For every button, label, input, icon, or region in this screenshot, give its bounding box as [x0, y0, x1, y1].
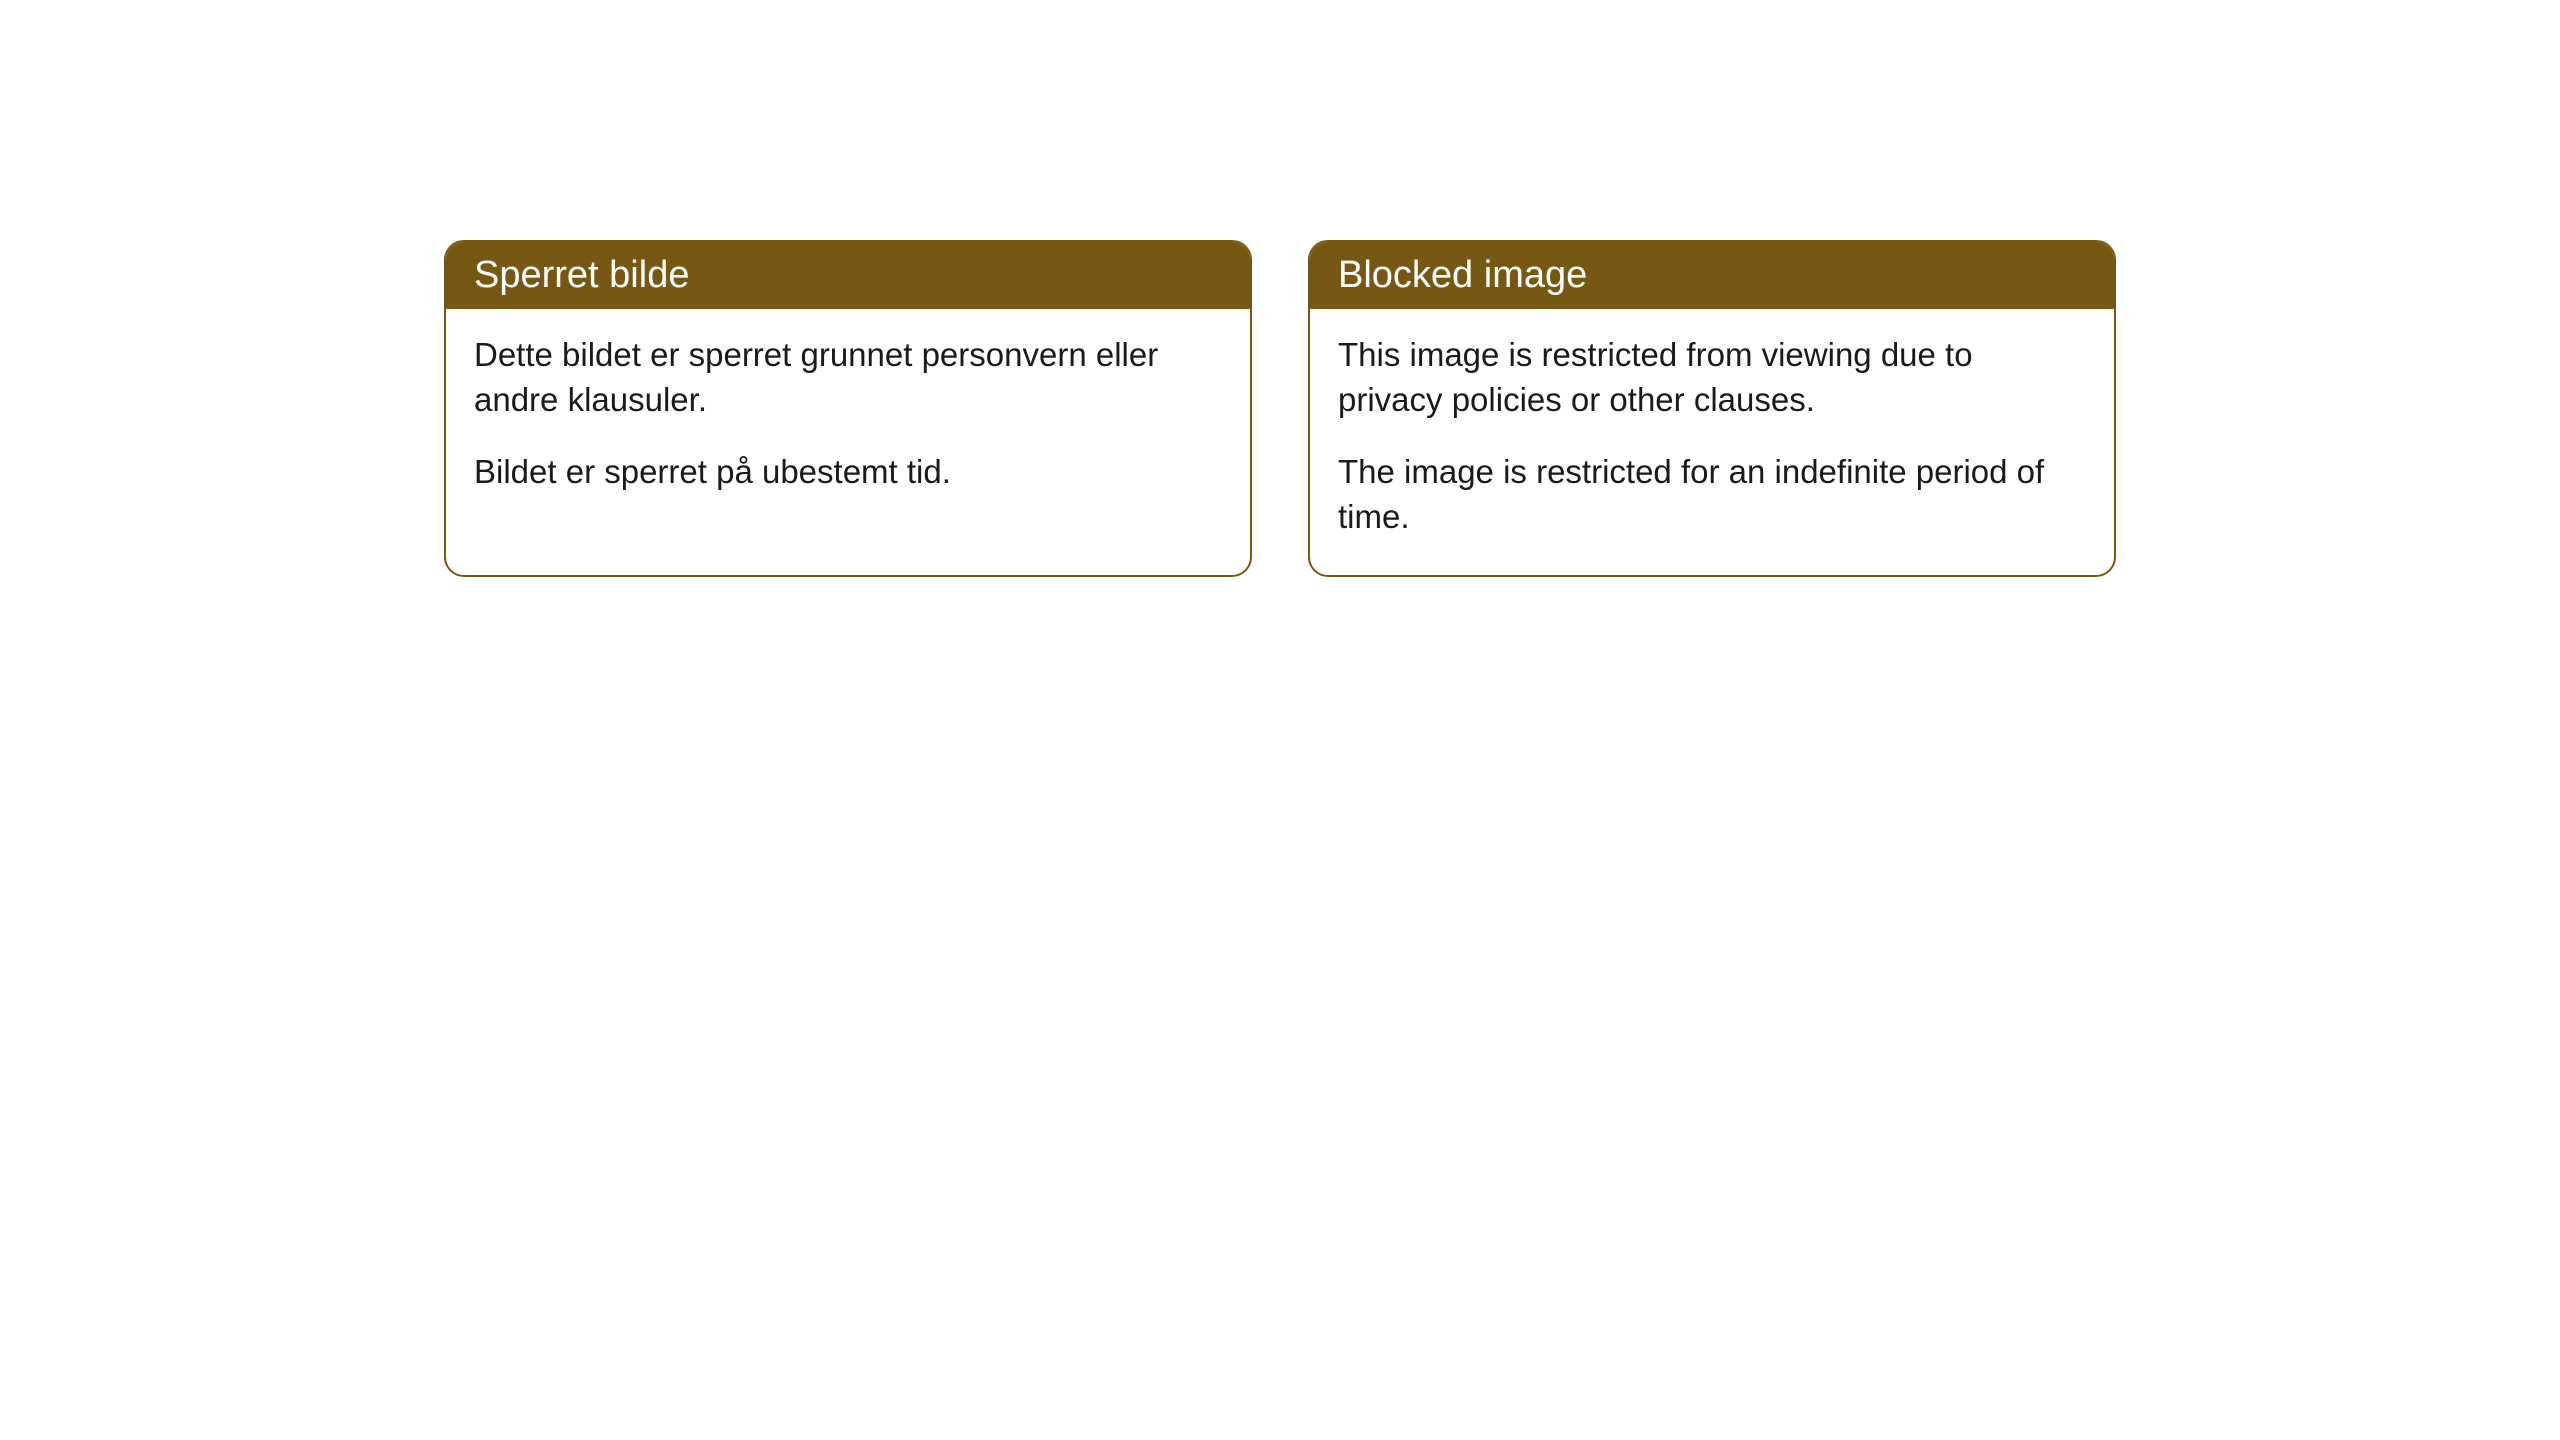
card-paragraph-2: The image is restricted for an indefinit…	[1338, 450, 2086, 539]
notice-card-norwegian: Sperret bilde Dette bildet er sperret gr…	[444, 240, 1252, 577]
card-header: Blocked image	[1310, 242, 2114, 309]
card-paragraph-1: This image is restricted from viewing du…	[1338, 333, 2086, 422]
notice-card-english: Blocked image This image is restricted f…	[1308, 240, 2116, 577]
card-body: This image is restricted from viewing du…	[1310, 309, 2114, 575]
notice-cards-container: Sperret bilde Dette bildet er sperret gr…	[444, 240, 2116, 577]
card-header: Sperret bilde	[446, 242, 1250, 309]
card-paragraph-2: Bildet er sperret på ubestemt tid.	[474, 450, 1222, 495]
card-paragraph-1: Dette bildet er sperret grunnet personve…	[474, 333, 1222, 422]
card-title: Sperret bilde	[474, 254, 689, 296]
card-body: Dette bildet er sperret grunnet personve…	[446, 309, 1250, 531]
card-title: Blocked image	[1338, 254, 1587, 296]
